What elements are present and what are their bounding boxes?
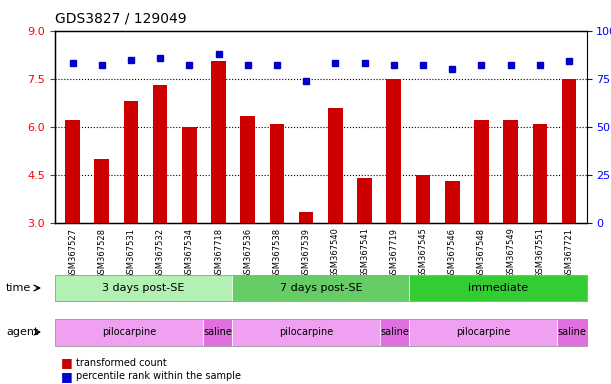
Text: pilocarpine: pilocarpine bbox=[456, 327, 510, 337]
Bar bbox=[269, 124, 284, 223]
Text: agent: agent bbox=[6, 327, 38, 337]
Text: pilocarpine: pilocarpine bbox=[101, 327, 156, 337]
Bar bbox=[241, 116, 255, 223]
Bar bbox=[123, 101, 138, 223]
Bar bbox=[533, 124, 547, 223]
Text: saline: saline bbox=[203, 327, 232, 337]
Bar bbox=[182, 127, 197, 223]
Text: time: time bbox=[6, 283, 31, 293]
Text: saline: saline bbox=[557, 327, 586, 337]
Bar bbox=[95, 159, 109, 223]
Text: immediate: immediate bbox=[468, 283, 528, 293]
Bar bbox=[445, 181, 459, 223]
Text: pilocarpine: pilocarpine bbox=[279, 327, 333, 337]
Bar bbox=[415, 175, 430, 223]
Text: saline: saline bbox=[380, 327, 409, 337]
Bar bbox=[357, 178, 372, 223]
Bar bbox=[328, 108, 343, 223]
Bar bbox=[65, 120, 80, 223]
Bar bbox=[299, 212, 313, 223]
Bar bbox=[211, 61, 226, 223]
Text: percentile rank within the sample: percentile rank within the sample bbox=[76, 371, 241, 381]
Text: ■: ■ bbox=[61, 356, 73, 369]
Text: 7 days post-SE: 7 days post-SE bbox=[279, 283, 362, 293]
Text: 3 days post-SE: 3 days post-SE bbox=[103, 283, 185, 293]
Bar bbox=[503, 120, 518, 223]
Text: GDS3827 / 129049: GDS3827 / 129049 bbox=[55, 12, 186, 25]
Bar bbox=[387, 79, 401, 223]
Bar bbox=[562, 79, 576, 223]
Bar bbox=[153, 85, 167, 223]
Bar bbox=[474, 120, 489, 223]
Text: ■: ■ bbox=[61, 370, 73, 383]
Text: transformed count: transformed count bbox=[76, 358, 167, 368]
